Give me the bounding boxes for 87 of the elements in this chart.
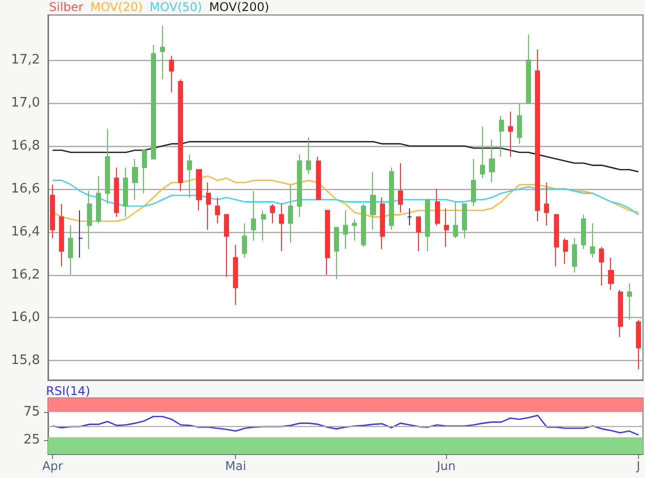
candlestick — [233, 244, 238, 306]
candlestick — [325, 210, 330, 276]
candlestick — [480, 126, 485, 179]
candlestick — [471, 158, 476, 207]
candlestick — [59, 203, 64, 267]
candlestick — [261, 210, 266, 241]
candlestick — [407, 208, 412, 226]
candlestick — [114, 166, 119, 218]
line-series — [52, 180, 640, 216]
candlestick — [50, 184, 55, 239]
candlestick — [581, 214, 586, 250]
candlestick — [68, 224, 73, 276]
text: MOV(50) — [150, 0, 202, 14]
x-tick-label: Mai — [225, 459, 246, 473]
candlestick — [618, 289, 623, 338]
candlestick — [389, 166, 394, 230]
candlestick — [435, 188, 440, 226]
text: MOV(200) — [209, 0, 270, 14]
candlestick — [572, 238, 577, 274]
candlestick — [554, 214, 559, 267]
candlestick — [352, 218, 357, 241]
y-tick-label: 17,2 — [11, 52, 40, 68]
candlestick — [489, 139, 495, 183]
candlestick — [160, 25, 165, 80]
candlestick — [279, 203, 284, 252]
candlestick — [288, 184, 293, 244]
candlestick — [151, 44, 156, 160]
candlestick — [270, 203, 275, 224]
candlestick — [142, 150, 147, 194]
candlestick — [206, 182, 211, 230]
candlestick — [508, 111, 513, 158]
candlestick — [87, 190, 92, 250]
candlestick — [599, 246, 604, 286]
x-tick-label: Jun — [436, 459, 456, 473]
candlestick — [306, 136, 311, 174]
candlestick — [242, 222, 247, 258]
candlestick — [398, 162, 403, 214]
line-series — [52, 414, 640, 436]
candlestick — [517, 102, 522, 144]
candlestick — [96, 176, 101, 224]
candlestick — [224, 214, 229, 278]
candlestick — [169, 55, 174, 93]
candlestick — [297, 154, 302, 218]
candlestick — [178, 78, 183, 192]
candlestick — [563, 238, 568, 265]
candlestick — [627, 282, 632, 320]
y-tick-label: 16,6 — [11, 181, 40, 196]
candlestick — [526, 34, 531, 104]
y-tick-label: 16,0 — [11, 310, 40, 326]
chart-title: RSI(14) — [46, 384, 90, 398]
candlestick — [416, 216, 421, 252]
y-tick-label: 16,2 — [11, 267, 40, 282]
y-tick-label: 15,8 — [11, 353, 40, 368]
x-tick-label: Apr — [42, 459, 64, 473]
line-series — [52, 141, 640, 172]
candlestick — [380, 197, 385, 250]
candlestick — [608, 257, 614, 290]
candlestick — [123, 166, 128, 218]
candlestick — [105, 128, 110, 204]
candlestick — [361, 203, 366, 248]
text: Silber — [49, 0, 84, 14]
candlestick — [334, 227, 339, 280]
candlestick — [462, 203, 467, 239]
candlestick — [544, 182, 549, 226]
candlestick — [590, 222, 595, 258]
candlestick — [425, 199, 430, 252]
x-tick-label: J — [636, 459, 640, 473]
candlestick — [132, 158, 138, 200]
y-tick-label: 25 — [23, 432, 40, 448]
y-tick-label: 17,0 — [11, 96, 40, 111]
y-tick-label: 16,4 — [11, 224, 40, 240]
y-tick-label: 75 — [23, 404, 40, 420]
candlestick — [215, 197, 220, 224]
candlestick — [453, 201, 458, 239]
candlestick — [370, 171, 376, 230]
candlestick — [444, 208, 449, 248]
candlestick — [316, 156, 321, 200]
candlestick — [535, 48, 540, 222]
candlestick — [78, 210, 83, 258]
candlestick — [499, 115, 504, 158]
candlestick — [343, 210, 348, 250]
candlestick — [196, 169, 202, 211]
candlestick — [251, 190, 256, 241]
candlestick — [636, 319, 641, 370]
text: MOV(20) — [90, 0, 143, 14]
y-tick-label: 16,8 — [11, 138, 40, 154]
candlestick — [187, 154, 192, 198]
